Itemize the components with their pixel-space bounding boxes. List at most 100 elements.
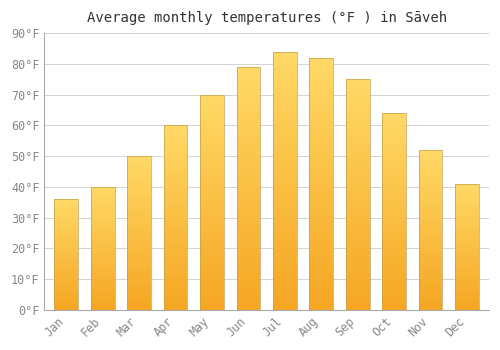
Bar	[91, 258, 114, 259]
Bar	[54, 222, 78, 223]
Bar	[164, 172, 188, 173]
Bar	[310, 65, 333, 68]
Bar	[419, 289, 442, 290]
Bar	[200, 105, 224, 107]
Bar	[200, 254, 224, 256]
Bar	[419, 302, 442, 303]
Bar	[419, 169, 442, 171]
Bar	[273, 124, 296, 126]
Bar	[273, 243, 296, 245]
Bar	[346, 151, 370, 153]
Bar	[236, 213, 260, 215]
Bar	[128, 290, 151, 291]
Bar	[200, 241, 224, 243]
Bar	[236, 147, 260, 149]
Bar	[310, 252, 333, 254]
Bar	[164, 267, 188, 269]
Bar	[164, 253, 188, 254]
Bar	[54, 251, 78, 252]
Bar	[164, 142, 188, 144]
Bar	[236, 210, 260, 213]
Bar	[273, 98, 296, 101]
Bar	[200, 103, 224, 105]
Bar	[54, 279, 78, 280]
Bar	[419, 182, 442, 183]
Bar	[54, 199, 78, 310]
Bar	[54, 238, 78, 239]
Bar	[128, 208, 151, 210]
Bar	[91, 199, 114, 200]
Bar	[382, 168, 406, 170]
Bar	[346, 176, 370, 178]
Bar	[346, 220, 370, 222]
Bar	[91, 298, 114, 299]
Bar	[236, 259, 260, 261]
Bar	[310, 214, 333, 217]
Bar	[419, 174, 442, 176]
Bar	[200, 187, 224, 189]
Bar	[455, 210, 479, 211]
Bar	[91, 228, 114, 229]
Bar	[273, 274, 296, 276]
Bar	[310, 151, 333, 154]
Bar	[419, 264, 442, 265]
Bar	[310, 287, 333, 289]
Bar	[382, 223, 406, 225]
Bar	[91, 187, 114, 310]
Bar	[273, 54, 296, 57]
Bar	[54, 260, 78, 261]
Bar	[419, 270, 442, 271]
Bar	[164, 234, 188, 236]
Bar	[310, 121, 333, 123]
Bar	[164, 264, 188, 266]
Bar	[164, 133, 188, 135]
Bar	[419, 187, 442, 188]
Bar	[455, 253, 479, 254]
Bar	[236, 244, 260, 247]
Bar	[128, 282, 151, 284]
Bar	[164, 205, 188, 206]
Bar	[382, 271, 406, 272]
Bar	[128, 184, 151, 185]
Bar	[91, 307, 114, 308]
Bar	[273, 217, 296, 219]
Bar	[164, 157, 188, 159]
Bar	[310, 242, 333, 244]
Bar	[164, 168, 188, 170]
Bar	[164, 276, 188, 278]
Bar	[419, 209, 442, 211]
Bar	[346, 204, 370, 206]
Bar	[346, 125, 370, 128]
Bar	[128, 176, 151, 177]
Bar	[200, 280, 224, 282]
Bar	[455, 249, 479, 251]
Bar	[236, 305, 260, 307]
Bar	[419, 256, 442, 257]
Bar	[310, 297, 333, 300]
Bar	[455, 259, 479, 261]
Bar	[419, 150, 442, 310]
Bar	[346, 114, 370, 116]
Bar	[310, 144, 333, 146]
Bar	[382, 176, 406, 178]
Bar	[200, 260, 224, 262]
Bar	[91, 253, 114, 254]
Bar	[128, 205, 151, 207]
Bar	[310, 237, 333, 239]
Bar	[419, 303, 442, 305]
Bar	[164, 269, 188, 271]
Bar	[236, 254, 260, 256]
Bar	[236, 113, 260, 116]
Bar	[455, 230, 479, 232]
Bar	[54, 285, 78, 287]
Bar	[164, 190, 188, 192]
Bar	[236, 290, 260, 293]
Bar	[164, 308, 188, 310]
Bar	[200, 308, 224, 310]
Bar	[91, 269, 114, 271]
Bar	[128, 267, 151, 268]
Bar	[91, 308, 114, 310]
Bar	[419, 222, 442, 223]
Bar	[54, 217, 78, 218]
Bar	[91, 245, 114, 246]
